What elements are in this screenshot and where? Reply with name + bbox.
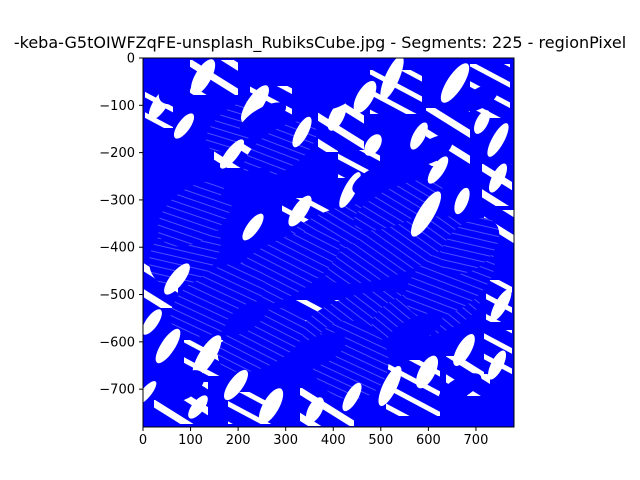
x-tick-label: 300: [273, 433, 298, 448]
heatmap-stroke: [488, 163, 508, 193]
heatmap-stroke: [188, 395, 208, 419]
heatmap-stroke: [378, 365, 402, 407]
heatmap-stroke: [294, 332, 346, 368]
heatmap-stroke: [239, 102, 287, 134]
heatmap-stroke: [190, 59, 216, 95]
heatmap-stroke: [487, 123, 509, 157]
heatmap-stroke: [165, 370, 205, 402]
y-axis: 0 −100 −200 −300 −400 −500 −600 −700: [99, 52, 143, 398]
heatmap-stroke: [220, 168, 272, 204]
heatmap-stroke: [316, 80, 360, 110]
y-tick-label: −500: [99, 288, 135, 303]
heatmap-stroke: [415, 355, 439, 389]
x-tick-label: 400: [321, 433, 346, 448]
y-tick-label: −200: [99, 146, 135, 161]
heatmap-stroke: [454, 187, 470, 215]
heatmap-stroke: [410, 122, 428, 150]
heatmap-stroke: [143, 309, 162, 335]
heatmap-stroke: [487, 350, 507, 380]
x-axis: 0 100 200 300 400 500 600 700: [139, 427, 489, 448]
y-tick-label: −400: [99, 241, 135, 256]
heatmap-stroke: [242, 213, 264, 241]
heatmap-stroke: [427, 156, 449, 184]
heatmap-stroke: [288, 195, 312, 227]
heatmap-stroke: [157, 181, 233, 247]
heatmap-stroke: [440, 217, 500, 275]
heatmap-stroke: [192, 335, 222, 377]
heatmap-stroke: [219, 139, 245, 169]
heatmap-stroke: [474, 110, 490, 134]
heatmap-stroke: [380, 58, 404, 101]
heatmap-stroke: [324, 216, 466, 284]
x-tick-label: 500: [368, 433, 393, 448]
heatmap-stroke: [453, 334, 475, 366]
heatmap-stroke: [339, 172, 361, 208]
x-tick-label: 600: [416, 433, 441, 448]
heatmap-stroke: [223, 369, 249, 401]
heatmap-stroke: [225, 301, 267, 335]
heatmap-stroke: [413, 135, 453, 165]
y-tick-label: 0: [127, 52, 135, 67]
heatmap-stroke: [342, 382, 362, 412]
heatmap-stroke: [164, 263, 190, 295]
heatmap-stroke: [173, 113, 195, 139]
heatmap-stroke: [461, 84, 499, 112]
heatmap-stroke: [353, 80, 377, 114]
heatmap-stroke: [292, 116, 312, 148]
chart-title: -keba-G5tOIWFZqFE-unsplash_RubiksCube.jp…: [14, 33, 626, 53]
heatmap-stroke: [438, 373, 482, 403]
y-tick-label: −100: [99, 99, 135, 114]
heatmap-stroke: [143, 381, 157, 405]
heatmap-stroke: [410, 191, 442, 237]
heatmap-stroke: [158, 75, 192, 105]
y-tick-label: −700: [99, 383, 135, 398]
plot-frame: [142, 57, 515, 428]
heatmap-stroke: [387, 312, 443, 348]
heatmap-stroke: [352, 161, 408, 195]
heatmap-stroke: [353, 179, 443, 231]
y-tick-label: −300: [99, 193, 135, 208]
heatmap-cell: [154, 400, 176, 424]
x-tick-label: 700: [464, 433, 489, 448]
heatmap-stroke: [258, 388, 284, 424]
heatmap-stroke: [305, 397, 325, 423]
plot-area: [143, 58, 514, 427]
x-tick-label: 0: [139, 433, 147, 448]
heatmap-stroke: [155, 328, 181, 364]
heatmap-marks: [143, 58, 514, 426]
y-tick-label: −600: [99, 335, 135, 350]
heatmap-stroke: [241, 85, 269, 123]
x-tick-label: 100: [178, 433, 203, 448]
heatmap-stroke: [490, 289, 512, 321]
heatmap-stroke: [364, 134, 382, 156]
heatmap-stroke: [440, 63, 470, 103]
x-tick-label: 200: [226, 433, 251, 448]
heatmap-stroke: [327, 101, 347, 131]
